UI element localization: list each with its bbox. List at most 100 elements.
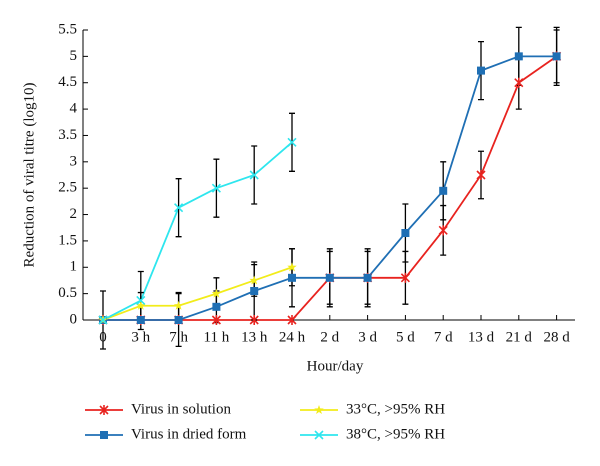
y-tick-label: 3 xyxy=(70,153,78,169)
marker xyxy=(400,272,410,283)
marker-x xyxy=(514,77,524,88)
marker xyxy=(288,273,296,282)
y-tick-label: 5.5 xyxy=(58,21,77,37)
marker xyxy=(212,302,221,311)
marker xyxy=(477,66,485,75)
marker-square xyxy=(100,431,108,439)
marker xyxy=(174,316,183,324)
x-tick-label: 13 d xyxy=(468,329,495,345)
marker xyxy=(100,431,108,439)
marker-x xyxy=(249,170,259,180)
marker xyxy=(287,262,297,272)
marker-x xyxy=(400,272,410,283)
marker-square xyxy=(136,316,145,324)
marker-x xyxy=(136,295,146,306)
marker-square xyxy=(212,302,221,311)
y-tick-label: 0.5 xyxy=(58,285,77,301)
marker xyxy=(211,183,221,193)
marker xyxy=(363,273,372,282)
marker-x xyxy=(314,430,324,440)
y-tick-label: 2.5 xyxy=(58,180,77,196)
marker-square xyxy=(288,273,296,282)
marker-square xyxy=(363,273,372,282)
y-tick-label: 2 xyxy=(70,206,78,222)
x-tick-label: 7 d xyxy=(434,329,453,345)
y-tick-label: 0 xyxy=(70,311,78,327)
marker-star xyxy=(249,275,259,285)
marker-x xyxy=(438,225,448,236)
marker-x xyxy=(476,170,486,180)
marker xyxy=(401,229,410,237)
marker xyxy=(287,137,297,147)
marker-square xyxy=(439,186,448,195)
marker-x xyxy=(98,315,108,325)
marker-star xyxy=(211,288,222,298)
y-tick-label: 3.5 xyxy=(58,127,77,143)
marker-x xyxy=(249,315,259,325)
marker xyxy=(249,170,259,180)
marker xyxy=(98,315,108,325)
marker xyxy=(250,287,259,295)
marker xyxy=(136,300,146,310)
marker xyxy=(314,430,324,440)
marker-x xyxy=(211,315,221,325)
marker-x xyxy=(287,137,297,147)
marker-square xyxy=(250,287,259,295)
x-tick-label: 28 d xyxy=(543,329,570,345)
marker xyxy=(325,273,334,282)
marker xyxy=(249,315,259,325)
marker-square xyxy=(477,66,485,75)
marker-star xyxy=(173,300,184,310)
marker-star xyxy=(136,300,146,310)
marker xyxy=(173,300,184,310)
marker xyxy=(514,77,524,88)
marker xyxy=(136,295,146,306)
marker xyxy=(314,405,324,415)
marker xyxy=(514,52,523,61)
y-tick-label: 1 xyxy=(70,259,78,275)
x-tick-label: 11 h xyxy=(204,329,230,345)
y-tick-label: 4 xyxy=(70,101,78,117)
marker xyxy=(439,186,448,195)
x-tick-label: 24 h xyxy=(279,329,306,345)
marker-star xyxy=(287,262,297,272)
marker xyxy=(249,275,259,285)
legend-label: Virus in dried form xyxy=(131,426,247,442)
marker xyxy=(438,225,448,236)
marker-x xyxy=(99,405,109,415)
marker-x xyxy=(211,183,221,193)
x-tick-label: 3 h xyxy=(131,329,150,345)
marker-square xyxy=(401,229,410,237)
series-line xyxy=(102,141,293,321)
marker xyxy=(476,170,486,180)
y-tick-label: 5 xyxy=(70,48,78,64)
marker-square xyxy=(325,273,334,282)
marker-square xyxy=(174,316,183,324)
series-line xyxy=(102,266,293,321)
marker xyxy=(136,316,145,324)
y-tick-label: 1.5 xyxy=(58,232,77,248)
x-tick-label: 21 d xyxy=(506,329,533,345)
x-tick-label: 2 d xyxy=(320,329,339,345)
marker xyxy=(211,315,221,325)
marker xyxy=(287,315,297,325)
marker-star xyxy=(314,405,324,415)
x-tick-label: 3 d xyxy=(358,329,377,345)
marker-x xyxy=(287,315,297,325)
x-tick-label: 13 h xyxy=(241,329,268,345)
marker xyxy=(211,288,222,298)
legend-label: 38°C, >95% RH xyxy=(346,426,445,442)
legend-label: Virus in solution xyxy=(131,401,231,417)
marker-square xyxy=(552,52,561,61)
y-axis-label: Reduction of viral titre (log10) xyxy=(21,83,37,268)
x-axis-label: Hour/day xyxy=(307,358,364,374)
marker xyxy=(99,405,109,415)
y-tick-label: 4.5 xyxy=(58,74,77,90)
legend-label: 33°C, >95% RH xyxy=(346,401,445,417)
x-tick-label: 5 d xyxy=(396,329,415,345)
marker xyxy=(174,203,184,213)
marker-square xyxy=(514,52,523,61)
marker-x xyxy=(174,203,184,213)
marker xyxy=(552,52,561,61)
